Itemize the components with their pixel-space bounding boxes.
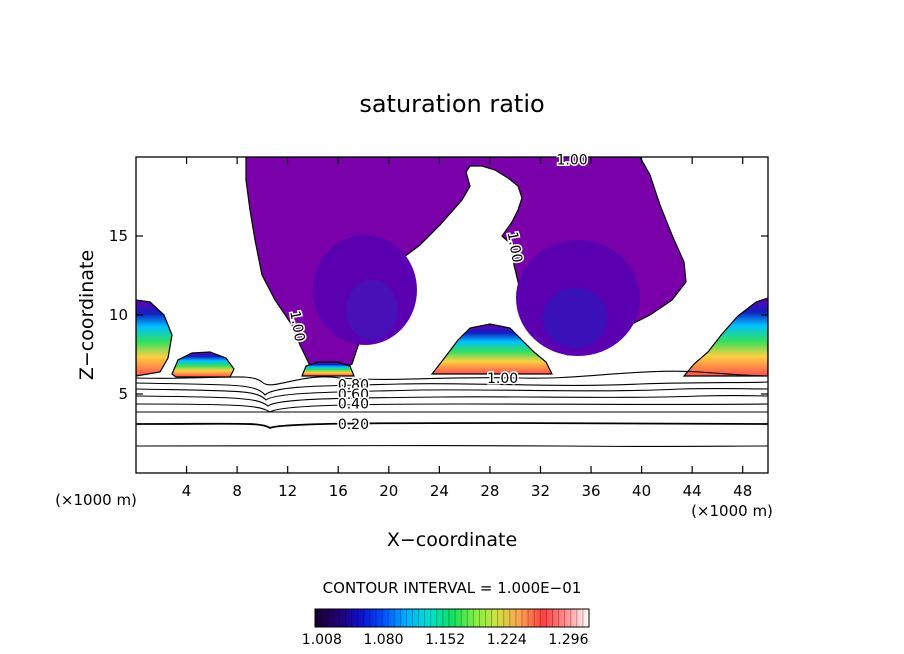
contour-label: 0.60 [338,387,369,403]
contour-label: 0.40 [338,396,369,412]
x-unit-left: (×1000 m) [55,491,137,509]
x-tick-label: 48 [733,482,752,500]
colorbar [314,608,590,628]
x-tick-label: 8 [232,482,242,500]
contour-label: 1.00 [504,230,525,263]
x-tick-label: 44 [683,482,702,500]
contour-labels: 1.00 1.00 1.00 1.00 0.800.600.40 0.20 [285,151,589,435]
colorbar-tick-label: 1.296 [548,632,588,648]
subsaturated-contours [136,370,768,447]
cell-right-edge [682,297,768,377]
y-tick-label: 15 [109,227,128,245]
contour-label: 1.00 [286,309,307,342]
colorbar-divisions [320,609,584,627]
plot-area [136,157,768,447]
colorbar-tick-label: 1.224 [487,632,527,648]
x-axis-label: X−coordinate [387,529,517,551]
cell-x28 [430,323,553,375]
x-tick-label: 28 [480,482,499,500]
contour-label: 1.00 [556,152,587,168]
x-tick-label: 36 [581,482,600,500]
upper-core-left-inner [346,280,398,340]
y-axis-ticks: 5 10 15 [109,227,768,403]
contour-label: 0.80 [338,378,369,394]
y-tick-label: 5 [118,385,128,403]
y-tick-label: 10 [109,306,128,324]
x-tick-label: 32 [531,482,550,500]
chart-title: saturation ratio [359,90,544,118]
x-tick-label: 12 [278,482,297,500]
x-tick-label: 24 [430,482,449,500]
x-unit-right: (×1000 m) [691,502,773,520]
cell-x16 [301,361,355,377]
contour-interval-label: CONTOUR INTERVAL = 1.000E−01 [323,579,582,597]
cell-x5 [171,351,235,378]
colorbar-tick-label: 1.080 [363,632,403,648]
x-tick-label: 20 [379,482,398,500]
contour-label: 0.20 [338,417,369,433]
x-tick-label: 4 [182,482,192,500]
y-axis-label: Z−coordinate [76,250,98,380]
colorbar-tick-labels: 1.008 1.080 1.152 1.224 1.296 [302,632,589,648]
x-tick-label: 16 [329,482,348,500]
x-tick-label: 40 [632,482,651,500]
x-axis-ticks: 4 8 12 16 20 24 28 32 36 40 44 48 [182,157,752,500]
colorbar-tick-label: 1.152 [425,632,465,648]
upper-core-right-inner [543,288,607,348]
contour-label: 1.00 [487,371,518,387]
cell-left-edge [136,299,173,377]
colorbar-tick-label: 1.008 [302,632,342,648]
